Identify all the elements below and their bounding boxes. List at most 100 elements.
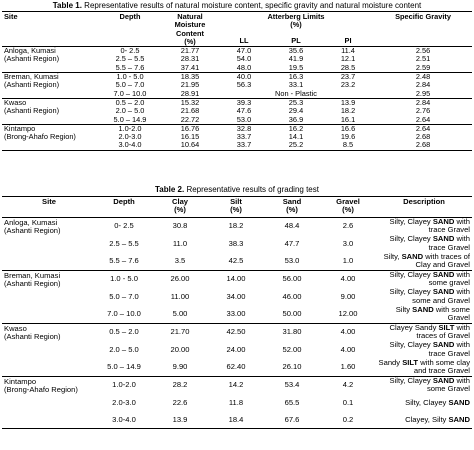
t1-cell-nmc: 28.31 — [180, 54, 200, 64]
t2-cell-sand: 31.80 — [282, 327, 302, 337]
desc-bold: SILT — [438, 323, 455, 333]
desc-pre: Clayey, Silty — [405, 414, 449, 424]
t2-cell-description: Silty, Clayey SAND with some gravel — [376, 270, 472, 288]
t2-group-breman: Breman, Kumasi (Ashanti Region) 1.0 - 5.0… — [2, 270, 472, 323]
t2-cell-description: Silty, Clayey SAND with trace Gravel — [376, 341, 472, 358]
desc-bold: SAND — [432, 217, 455, 227]
t2-cell-gravel: 2.6 — [342, 221, 354, 231]
t1-header-depth: Depth — [98, 11, 162, 48]
t1-cell-ll: 33.7 — [236, 140, 252, 150]
t2-cell-silt: 42.50 — [226, 327, 246, 337]
t1-cell-pl: 41.9 — [288, 54, 304, 64]
t2-cell-sand: 67.6 — [284, 414, 300, 424]
t1-cell-pl: 33.1 — [288, 80, 304, 90]
t2-cell-depth: 5.5 – 7.6 — [109, 255, 139, 265]
t2-cell-gravel: 1.0 — [342, 255, 354, 265]
desc-bold: SAND — [432, 287, 455, 297]
t1-cell-ll: 54.0 — [236, 54, 252, 64]
t2-site-empty — [2, 341, 96, 358]
t2-header-clay-unit: (%) — [174, 205, 186, 215]
t2-cell-depth: 2.0-3.0 — [112, 397, 136, 407]
t2-cell-gravel: 0.1 — [342, 397, 354, 407]
t2-cell-gravel: 4.00 — [340, 327, 356, 337]
desc-bold: SAND — [432, 270, 455, 280]
t1-header-pi: PI — [322, 34, 375, 48]
t1-cell-pi: 13.9 — [340, 97, 356, 107]
t2-cell-silt: 11.8 — [228, 397, 244, 407]
table-row: Anloga, Kumasi 0- 2.5 21.77 47.0 35.6 11… — [2, 47, 472, 56]
table1-caption: Table 1. Representative results of natur… — [0, 1, 474, 10]
t1-cell-ll: 53.0 — [236, 114, 252, 124]
desc-pre: Sandy — [378, 357, 403, 367]
t2-site-line2: (Ashanti Region) — [4, 278, 61, 288]
desc-post: with some Gravel — [426, 376, 470, 394]
desc-post: with trace Gravel — [428, 217, 470, 235]
t2-header-gravel-unit: (%) — [342, 205, 354, 215]
t2-site-line1: Anloga, Kumasi — [4, 217, 58, 227]
t2-cell-clay: 28.2 — [172, 380, 188, 390]
t2-cell-silt: 38.3 — [228, 238, 244, 248]
desc-post: with some gravel — [428, 270, 470, 288]
t2-cell-depth: 1.0 - 5.0 — [110, 274, 138, 284]
table-row: 2.5 – 5.5 11.0 38.3 47.7 3.0 Silty, Clay… — [2, 235, 472, 252]
desc-post: with trace Gravel — [428, 234, 470, 252]
desc-post: with traces of Clay and Gravel — [415, 251, 470, 269]
t1-cell-sg: 2.64 — [415, 114, 431, 124]
table-row: 5.0 – 7.0 11.00 34.00 46.00 9.00 Silty, … — [2, 288, 472, 305]
desc-pre: Silty, Clayey — [389, 287, 433, 297]
desc-bold: SAND — [448, 414, 470, 424]
desc-pre: Silty, Clayey — [389, 217, 433, 227]
t1-cell-sg: 2.59 — [415, 62, 431, 72]
t2-cell-depth: 0- 2.5 — [114, 221, 134, 231]
table1-caption-label: Table 1. — [52, 1, 82, 10]
t1-cell-pl: 25.2 — [288, 140, 304, 150]
t1-cell-nmc: 22.72 — [180, 114, 200, 124]
table-row: (Ashanti Region) 2.0 – 5.0 21.68 47.6 29… — [2, 106, 472, 116]
t2-site-empty — [2, 252, 96, 270]
t1-cell-pl: 35.6 — [288, 46, 304, 56]
t1-header-nmc: Natural Moisture Content (%) — [162, 11, 218, 48]
table-row: 3.0-4.0 10.64 33.7 25.2 8.5 2.68 — [2, 141, 472, 150]
t2-site-empty — [2, 411, 96, 429]
t1-cell-depth: 5.0 – 7.0 — [115, 80, 145, 90]
desc-post: with some and Gravel — [412, 287, 470, 305]
t1-cell-ll: 56.3 — [236, 80, 252, 90]
t2-site-empty — [2, 305, 96, 323]
t1-site-line1: Kwaso — [4, 97, 27, 107]
table-row: (Brong-Ahafo Region) 2.0-3.0 16.15 33.7 … — [2, 132, 472, 142]
desc-bold: SILT — [402, 357, 419, 367]
t2-site-line2: (Brong-Ahafo Region) — [4, 384, 78, 394]
desc-pre: Silty — [395, 304, 413, 314]
t2-header-depth: Depth — [96, 196, 152, 218]
t2-header-gravel-label: Gravel — [336, 197, 360, 206]
t1-cell-pi: 12.1 — [340, 54, 356, 64]
t1-cell-pi: 23.2 — [340, 80, 356, 90]
t2-site-empty — [2, 394, 96, 411]
t2-cell-depth: 5.0 – 14.9 — [107, 361, 141, 371]
t2-site-line2: (Ashanti Region) — [4, 225, 61, 235]
t2-cell-sand: 53.4 — [284, 380, 300, 390]
t1-header-ll: LL — [218, 34, 270, 48]
t2-cell-sand: 46.00 — [282, 291, 302, 301]
t1-cell-ll: 47.0 — [236, 46, 252, 56]
t1-cell-pi: 16.1 — [340, 114, 356, 124]
t1-header-atterberg: Atterberg Limits (%) — [218, 12, 374, 35]
t1-cell-nmc: 21.95 — [180, 80, 200, 90]
t1-cell-sg: 2.68 — [415, 132, 431, 142]
t2-site: Kwaso (Ashanti Region) — [2, 323, 96, 341]
t1-site-line2: (Ashanti Region) — [4, 54, 60, 64]
t2-cell-sand: 47.7 — [284, 238, 300, 248]
table-row: 5.0 – 14.9 22.72 53.0 36.9 16.1 2.64 — [2, 114, 472, 125]
t1-cell-ll: 47.6 — [236, 106, 252, 116]
t1-cell-depth: 2.0 – 5.0 — [115, 106, 145, 116]
t2-cell-gravel: 1.60 — [340, 361, 356, 371]
t2-header-silt-unit: (%) — [230, 205, 242, 215]
t1-cell-pi: 23.7 — [340, 72, 356, 82]
t2-site-line1: Kintampo — [4, 376, 37, 386]
t1-cell-depth: 7.0 – 10.0 — [113, 88, 147, 98]
desc-bold: SAND — [401, 251, 424, 261]
t2-cell-sand: 26.10 — [282, 361, 302, 371]
table2-caption-label: Table 2. — [155, 185, 185, 194]
table-row: 5.5 – 7.6 37.41 48.0 19.5 28.5 2.59 — [2, 62, 472, 73]
t1-cell-nmc: 16.76 — [180, 123, 200, 133]
